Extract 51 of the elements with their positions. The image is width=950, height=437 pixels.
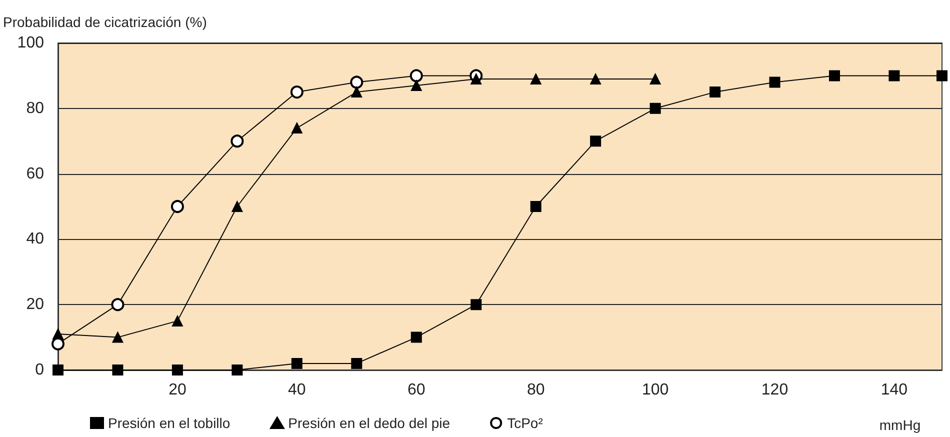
- point: [936, 70, 948, 82]
- point: [888, 70, 900, 82]
- x-tick-label: 20: [168, 382, 186, 398]
- point: [470, 299, 482, 310]
- point: [650, 102, 661, 114]
- x-tick-label: 120: [761, 382, 788, 398]
- point: [291, 122, 302, 134]
- point: [232, 201, 243, 212]
- point: [828, 70, 840, 82]
- point: [112, 364, 124, 376]
- point: [710, 86, 721, 98]
- point: [172, 364, 183, 376]
- legend-label: TcPo²: [507, 415, 544, 431]
- legend-label: Presión en el tobillo: [108, 415, 230, 431]
- point: [52, 364, 64, 376]
- y-tick-label: 100: [17, 34, 44, 52]
- x-tick-label: 140: [880, 382, 908, 398]
- legend-label: Presión en el dedo del pie: [288, 415, 450, 431]
- point: [410, 69, 423, 82]
- point: [351, 358, 362, 369]
- x-tick-label: 40: [288, 382, 306, 398]
- x-tick-label: 80: [526, 382, 545, 398]
- x-tick-label: 60: [407, 382, 426, 398]
- x-axis-title: mmHg: [879, 417, 921, 433]
- y-tick-label: 60: [26, 165, 44, 182]
- point: [52, 328, 64, 340]
- y-tick-label: 40: [26, 230, 44, 248]
- point: [530, 73, 542, 84]
- point: [410, 332, 422, 343]
- y-tick-label: 0: [35, 362, 44, 378]
- point: [290, 86, 304, 99]
- point: [350, 76, 364, 89]
- point: [111, 298, 124, 312]
- y-axis-title: Probabilidad de cicatrización (%): [3, 14, 207, 30]
- y-tick-label: 80: [26, 100, 44, 117]
- point: [769, 76, 780, 88]
- point: [470, 73, 482, 84]
- point: [170, 200, 184, 213]
- point: [351, 86, 362, 98]
- x-tick-label: 100: [642, 382, 669, 398]
- point: [291, 358, 302, 369]
- point: [530, 201, 542, 212]
- point: [232, 364, 243, 376]
- y-tick-label: 20: [26, 296, 44, 314]
- point: [650, 73, 661, 84]
- point: [590, 136, 602, 147]
- point: [112, 332, 124, 343]
- point: [230, 134, 244, 148]
- point: [172, 315, 183, 326]
- point: [590, 73, 602, 84]
- point: [410, 80, 422, 92]
